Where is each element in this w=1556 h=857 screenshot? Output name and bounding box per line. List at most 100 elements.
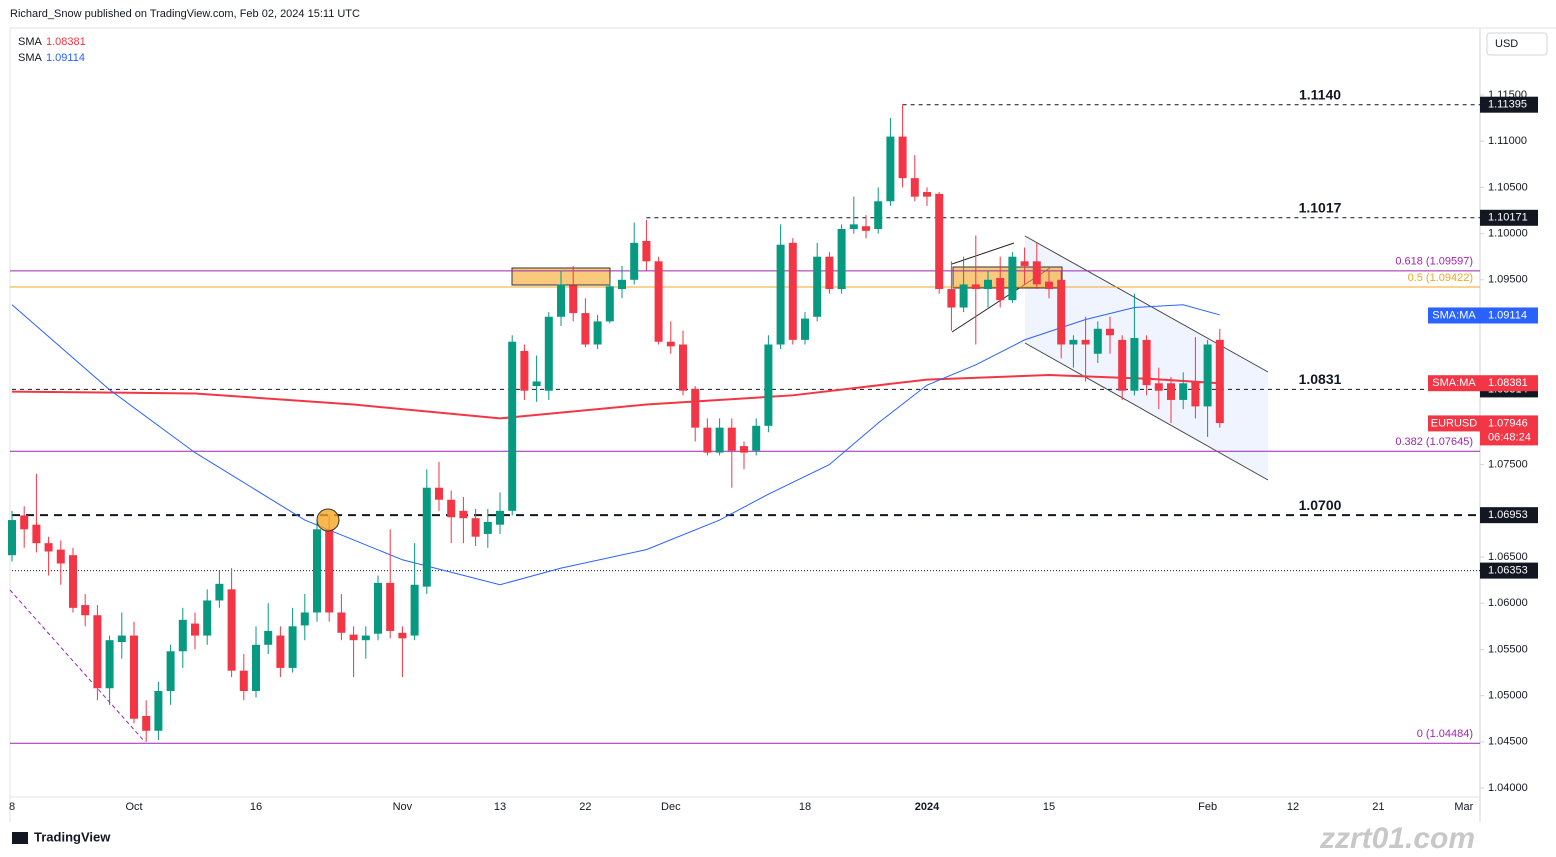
candle-body	[386, 582, 395, 631]
tag-name: SMA:MA	[1432, 309, 1476, 321]
sma-line	[11, 373, 1220, 420]
x-tick-label: Feb	[1198, 801, 1217, 813]
fib-label: 0 (1.04484)	[1417, 728, 1473, 740]
candle-body	[178, 619, 187, 652]
footer: TradingView	[34, 829, 111, 844]
candle-body	[81, 605, 90, 616]
price-tag: 1.06353	[1488, 565, 1528, 577]
tag-value-bg	[1480, 375, 1538, 392]
y-tick-label: 1.06500	[1488, 551, 1528, 563]
wedge-line	[951, 242, 1015, 265]
legend-name: SMA	[18, 36, 43, 48]
candle-body	[154, 691, 163, 731]
y-tick-label: 1.04000	[1488, 782, 1528, 794]
x-tick-label: Mar	[1454, 801, 1473, 813]
candle-body	[593, 321, 602, 345]
candle-body	[520, 350, 529, 391]
candle-body	[581, 313, 590, 345]
candle-body	[276, 635, 285, 668]
candle-body	[1106, 328, 1114, 336]
candle-body	[483, 521, 492, 534]
y-tick-label: 1.05500	[1488, 643, 1528, 655]
candle-body	[727, 427, 736, 451]
candle-body	[410, 584, 419, 636]
candle-body	[813, 256, 822, 317]
candle-body	[1057, 279, 1066, 345]
fib-label: 0.618 (1.09597)	[1395, 256, 1473, 268]
candle-body	[93, 615, 102, 689]
tag-value: 1.08381	[1488, 377, 1528, 389]
currency-box[interactable]	[1486, 32, 1548, 56]
x-tick-label: Dec	[661, 801, 681, 813]
candle-body	[642, 240, 651, 262]
candle-body	[947, 289, 956, 308]
candle-body	[971, 284, 980, 290]
tag-name: SMA:MA	[1432, 377, 1476, 389]
tag-name-bg	[1428, 375, 1480, 392]
candle-body	[337, 612, 346, 633]
tag-value-bg	[1480, 307, 1538, 324]
channel-line	[1024, 235, 1269, 373]
candle-body	[886, 136, 895, 202]
header: Richard_Snow published on TradingView.co…	[10, 8, 360, 20]
candle-body	[1179, 383, 1188, 400]
candle-body	[471, 518, 480, 537]
candle-body	[32, 524, 41, 544]
level-label: 1.0831	[1299, 371, 1342, 387]
candle-body	[374, 582, 382, 634]
candle-body	[935, 193, 944, 290]
candle-body	[679, 344, 687, 391]
x-tick-label: Nov	[393, 801, 413, 813]
candle-body	[715, 427, 724, 453]
candle-body	[898, 136, 907, 179]
candle-body	[874, 201, 883, 229]
candle-body	[349, 634, 358, 641]
candle-body	[313, 529, 321, 613]
candle-body	[361, 635, 370, 641]
logo	[12, 832, 28, 844]
candle-body	[849, 224, 858, 229]
candle-body	[288, 626, 297, 668]
candle-body	[215, 583, 224, 601]
candle-body	[447, 499, 456, 518]
currency[interactable]: USD	[1495, 38, 1518, 50]
y-tick-label: 1.04500	[1488, 736, 1528, 748]
x-tick-label: 13	[494, 801, 506, 813]
x-tick-label: 21	[1372, 801, 1384, 813]
candle-body	[618, 279, 626, 290]
candle-body	[191, 623, 199, 636]
price-tag-bg	[1480, 562, 1538, 579]
x-tick-label: 16	[250, 801, 262, 813]
candle-body	[1020, 261, 1029, 266]
candle-body	[1069, 339, 1078, 345]
candle-body	[142, 715, 151, 731]
candle-body	[557, 284, 565, 317]
candle-body	[203, 600, 212, 636]
candle-body	[825, 256, 834, 290]
level-label: 1.0700	[1299, 497, 1342, 513]
price-tag-bg	[1480, 209, 1538, 226]
candle-body	[8, 520, 16, 556]
candle-body	[959, 284, 968, 308]
level-label: 1.1017	[1299, 200, 1342, 216]
candle-body	[56, 549, 65, 564]
candle-body	[544, 316, 553, 391]
candle-body	[44, 543, 53, 552]
candle-body	[496, 510, 504, 525]
candle-body	[227, 589, 236, 671]
x-tick-label: 12	[1287, 801, 1299, 813]
candle-body	[422, 487, 431, 587]
y-tick-label: 1.09500	[1488, 274, 1528, 286]
price-tag-bg	[1480, 96, 1538, 113]
x-tick-label: 22	[579, 801, 591, 813]
candle-body	[752, 425, 761, 451]
candle-body	[605, 286, 614, 322]
tag-countdown: 06:48:24	[1488, 431, 1531, 443]
candle-body	[691, 388, 700, 428]
candle-body	[788, 242, 797, 340]
candle-body	[130, 635, 138, 719]
candle-body	[325, 529, 334, 613]
tag-name-bg	[1428, 415, 1480, 432]
x-tick-label: 18	[799, 801, 811, 813]
candle-body	[239, 670, 248, 692]
